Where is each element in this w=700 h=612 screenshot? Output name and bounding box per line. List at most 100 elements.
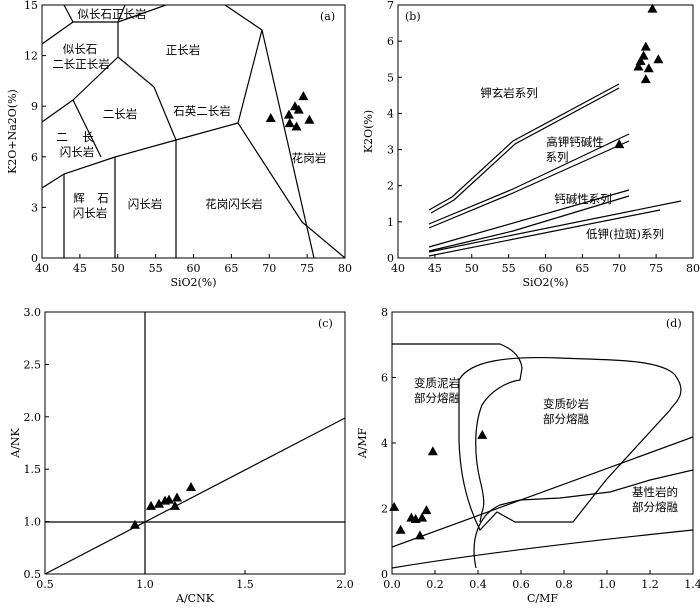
series-line xyxy=(428,83,620,211)
panel-b: 钾玄岩系列 高钾钙碱性 系列 钙碱性系列 低钾(拉斑)系列 (b) xyxy=(397,4,694,259)
x-tick-label: 0.5 xyxy=(36,578,54,591)
data-point xyxy=(643,63,654,73)
reference-line xyxy=(45,417,345,574)
panel-c-frame xyxy=(44,311,346,575)
data-point xyxy=(172,492,182,502)
y-tick-label: 4 xyxy=(381,437,388,450)
panel-a: 似长石正长岩 似长石 二长正长岩 正长岩 二长岩 石英二长岩 二 长 闪长岩 辉… xyxy=(41,4,346,259)
data-point xyxy=(477,429,488,439)
series-line xyxy=(430,87,620,214)
data-point xyxy=(635,56,646,66)
series-line xyxy=(428,200,682,253)
panel-d-region-labels: 变质泥岩 部分熔融 变质砂岩 部分熔融 基性岩的 部分熔融 xyxy=(414,376,678,514)
x-tick-label: 0.2 xyxy=(426,578,444,591)
region-label: 二长正长岩 xyxy=(52,57,110,71)
series-line xyxy=(428,195,630,252)
y-tick-label: 2.5 xyxy=(24,358,42,371)
chart-marks: 40 45 50 55 60 65 70 75 8003691215SiO2(%)K2O+Na2… xyxy=(6,0,700,605)
x-tick-label: 45 xyxy=(428,262,442,275)
data-point xyxy=(653,54,664,64)
region-label: 似长石 xyxy=(63,42,98,56)
data-point xyxy=(293,104,304,114)
region-label: 部分熔融 xyxy=(632,500,678,514)
y-tick-label: 3.0 xyxy=(24,306,42,319)
x-tick-label: 1.2 xyxy=(641,578,659,591)
y-axis-title: K2O+Na2O(%) xyxy=(6,89,19,174)
data-point xyxy=(389,501,400,511)
data-point xyxy=(164,494,174,504)
boundary-a2 xyxy=(42,21,74,45)
data-point xyxy=(304,114,315,124)
boundary-a9 xyxy=(72,99,102,158)
y-tick-label: 5 xyxy=(387,71,394,84)
data-point xyxy=(154,498,164,508)
data-point xyxy=(427,446,438,456)
x-tick-label: 2.0 xyxy=(336,578,354,591)
y-axis-title: K2O(%) xyxy=(362,110,375,153)
region-label: 辉 xyxy=(73,191,85,205)
data-point xyxy=(298,91,309,101)
boundary-a8 xyxy=(261,29,315,258)
data-point xyxy=(640,41,651,51)
region-label: 二 xyxy=(56,130,68,144)
y-tick-label: 3 xyxy=(31,201,38,214)
boundary-a5 xyxy=(42,99,74,123)
x-tick-label: 0.0 xyxy=(383,578,401,591)
panel-b-series-labels: 钾玄岩系列 高钾钙碱性 系列 钙碱性系列 低钾(拉斑)系列 xyxy=(480,86,664,241)
region-label: 石英二长岩 xyxy=(173,104,231,118)
panel-label: (d) xyxy=(666,317,682,330)
region-label: 闪长岩 xyxy=(60,145,95,159)
x-tick-label: 1.4 xyxy=(684,578,700,591)
region-label: 变质砂岩 xyxy=(543,397,589,411)
x-tick-label: 0.4 xyxy=(469,578,487,591)
x-tick-label: 0.6 xyxy=(512,578,530,591)
y-tick-label: 2 xyxy=(387,180,394,193)
panel-c: (c) xyxy=(44,311,346,575)
panel-label: (c) xyxy=(318,317,333,330)
series-label: 钾玄岩系列 xyxy=(480,86,538,100)
region-label: 花岗闪长岩 xyxy=(205,197,263,211)
data-point xyxy=(421,505,432,515)
x-tick-label: 80 xyxy=(338,262,352,275)
series-label: 低钾(拉斑)系列 xyxy=(586,227,664,241)
data-point xyxy=(283,109,294,119)
x-axis-title: SiO2(%) xyxy=(522,276,568,289)
x-tick-label: 75 xyxy=(300,262,314,275)
data-point xyxy=(638,50,649,60)
y-tick-label: 7 xyxy=(387,0,394,12)
x-tick-label: 50 xyxy=(111,262,125,275)
data-point xyxy=(130,519,140,529)
panel-c-lines xyxy=(45,312,345,574)
x-tick-label: 45 xyxy=(73,262,87,275)
region-label: 基性岩的 xyxy=(632,485,678,499)
field-boundary-metapelite xyxy=(392,343,523,523)
data-point xyxy=(417,512,428,522)
panel-b-series-lines xyxy=(428,83,682,257)
boundary-a10 xyxy=(153,86,177,141)
data-point xyxy=(647,3,658,13)
x-tick-label: 65 xyxy=(224,262,238,275)
panel-b-frame xyxy=(397,4,694,259)
y-tick-label: 1.0 xyxy=(24,516,42,529)
x-tick-label: 80 xyxy=(686,262,700,275)
x-tick-label: 75 xyxy=(649,262,663,275)
y-tick-label: 1 xyxy=(387,216,394,229)
y-tick-label: 0 xyxy=(387,252,394,265)
field-boundary-metagreywacke xyxy=(458,356,682,532)
series-label: 钙碱性系列 xyxy=(554,192,612,206)
y-tick-label: 15 xyxy=(24,0,38,12)
y-tick-label: 3 xyxy=(387,144,394,157)
x-axis-title: A/CNK xyxy=(175,592,215,605)
y-tick-label: 2.0 xyxy=(24,411,42,424)
boundary-a3 xyxy=(117,5,167,23)
panel-a-region-labels: 似长石正长岩 似长石 二长正长岩 正长岩 二长岩 石英二长岩 二 长 闪长岩 辉… xyxy=(52,7,326,220)
data-point xyxy=(170,500,180,510)
series-line xyxy=(428,140,630,229)
x-tick-label: 55 xyxy=(149,262,163,275)
series-line xyxy=(428,209,661,257)
x-tick-label: 70 xyxy=(612,262,626,275)
y-axis-title: A/MF xyxy=(356,427,369,459)
region-label: 部分熔融 xyxy=(543,412,589,426)
panel-a-boundaries xyxy=(42,5,345,258)
